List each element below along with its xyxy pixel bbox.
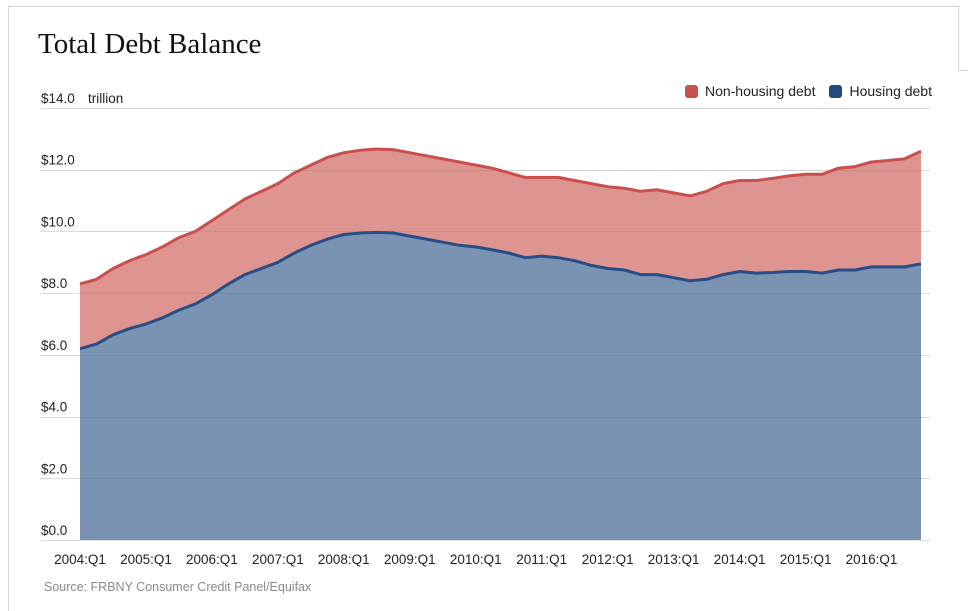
y-tick-label-2: $4.0 [41,400,67,415]
non-housing-line [79,147,922,286]
x-tick-label-4: 2008:Q1 [318,552,370,567]
source-note: Source: FRBNY Consumer Credit Panel/Equi… [44,580,312,594]
y-tick-label-6: $12.0 [41,153,75,168]
x-tick-label-12: 2016:Q1 [846,552,898,567]
x-tick-label-11: 2015:Q1 [780,552,832,567]
x-tick-label-8: 2012:Q1 [582,552,634,567]
y-tick-label-0: $0.0 [41,523,67,538]
x-tick-label-9: 2013:Q1 [648,552,700,567]
y-tick-label-4: $8.0 [41,276,67,291]
y-tick-label-3: $6.0 [41,338,67,353]
housing-area [80,232,921,540]
legend-label-non-housing: Non-housing debt [704,83,816,99]
legend-swatch-housing [829,84,843,98]
x-tick-label-6: 2010:Q1 [450,552,502,567]
x-tick-label-3: 2007:Q1 [252,552,304,567]
x-tick-label-2: 2006:Q1 [186,552,238,567]
frame-top-border [8,6,960,7]
non-housing-area [80,149,921,349]
frame-left-border [8,6,9,611]
y-unit-label: trillion [88,91,123,106]
x-tick-label-0: 2004:Q1 [54,552,106,567]
legend-item-non-housing: Non-housing debt [684,83,816,99]
x-tick-label-1: 2005:Q1 [120,552,172,567]
chart-title: Total Debt Balance [38,28,262,60]
x-tick-label-5: 2009:Q1 [384,552,436,567]
legend-swatch-non-housing [684,84,698,98]
x-tick-label-7: 2011:Q1 [516,552,567,567]
legend-item-housing: Housing debt [829,83,932,99]
y-tick-label-5: $10.0 [41,214,75,229]
frame-right-tick [958,70,968,71]
frame-right-border [958,6,959,70]
x-tick-label-10: 2014:Q1 [714,552,766,567]
legend-label-housing: Housing debt [849,83,932,99]
housing-line [79,230,922,351]
y-tick-label-1: $2.0 [41,461,67,476]
chart-legend: Non-housing debt Housing debt [671,83,932,99]
y-tick-label-7: $14.0 [41,91,75,106]
